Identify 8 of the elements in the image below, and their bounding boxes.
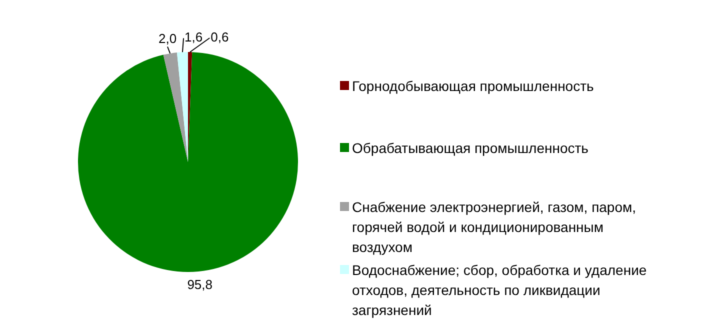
data-label: 1,6 [184,30,203,45]
legend-label: Горнодобывающая промышленность [352,77,595,96]
data-label: 0,6 [210,30,229,45]
data-label: 95,8 [187,277,213,292]
legend-label: Снабжение электроэнергией, газом, паром, горячей водой и кондиционированным воздухом [352,198,638,257]
legend-label: Обрабатывающая промышленность [352,139,590,158]
data-label: 2,0 [158,31,177,46]
legend-label: Водоснабжение; сбор, обработка и удаление отходов, деятельность по ликвидации загрязнений [352,261,648,320]
